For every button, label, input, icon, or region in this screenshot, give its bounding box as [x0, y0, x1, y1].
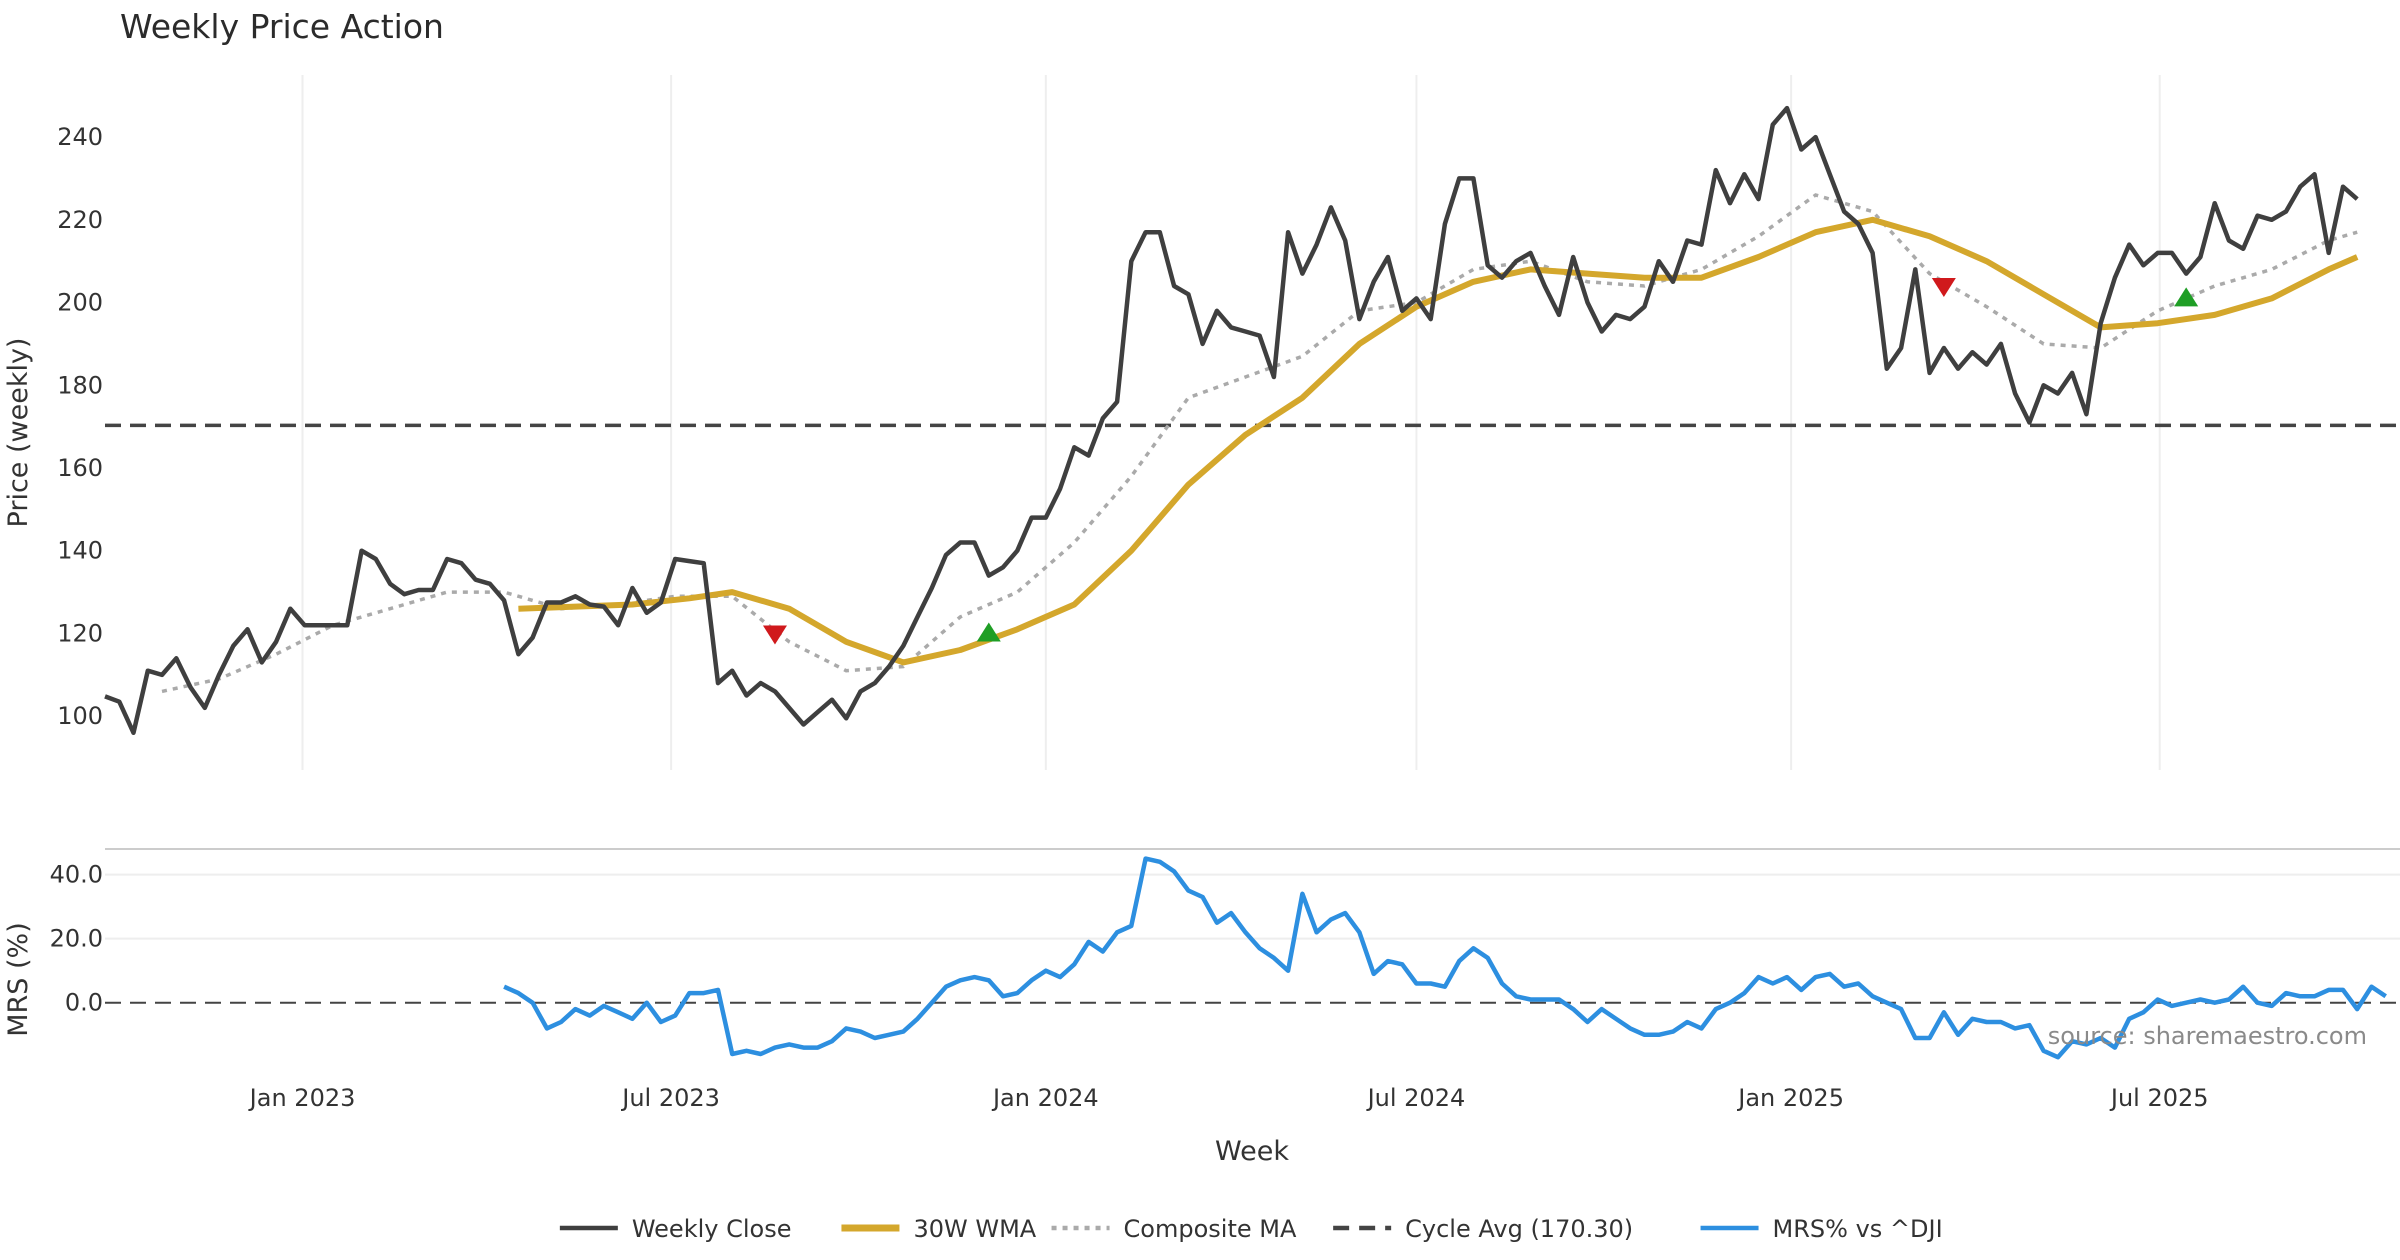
mrs-y-tick-label: 40.0 — [50, 861, 103, 889]
sell-signal-marker — [762, 625, 787, 645]
legend-label: 30W WMA — [913, 1215, 1036, 1243]
source-label: source: sharemaestro.com — [2048, 1022, 2367, 1050]
buy-signal-marker — [2174, 287, 2199, 307]
price-y-ticks: 100 120 140 160 180 200 220 240 — [57, 123, 103, 730]
legend-label: Weekly Close — [632, 1215, 792, 1243]
mrs-y-tick-label: 20.0 — [50, 925, 103, 953]
price-y-tick-label: 100 — [57, 702, 103, 730]
legend-item: Cycle Avg (170.30) — [1333, 1215, 1633, 1243]
x-tick-label: Jan 2023 — [248, 1084, 356, 1112]
weekly-close-line — [104, 105, 2359, 736]
legend-label: Cycle Avg (170.30) — [1405, 1215, 1633, 1243]
legend-label: MRS% vs ^DJI — [1773, 1215, 1943, 1243]
price-y-tick-label: 220 — [57, 206, 103, 234]
mrs-y-axis-title: MRS (%) — [3, 922, 34, 1037]
buy-signal-marker — [976, 622, 1001, 642]
mrs-gridlines — [105, 873, 2400, 940]
x-tick-label: Jul 2025 — [2109, 1084, 2209, 1112]
signal-markers — [762, 277, 2199, 645]
price-y-tick-label: 240 — [57, 123, 103, 151]
x-axis-title: Week — [1215, 1136, 1289, 1167]
legend-item: 30W WMA — [841, 1215, 1037, 1243]
price-y-tick-label: 160 — [57, 454, 103, 482]
mrs-y-ticks: 0.0 20.0 40.0 — [50, 861, 103, 1017]
sell-signal-marker — [1931, 277, 1956, 297]
mrs-panel: 0.020.040.0 MRS (%) Jan 2023 Jul 2023 Jan … — [3, 848, 2400, 1112]
x-tick-label: Jan 2024 — [991, 1084, 1099, 1112]
legend-item: Weekly Close — [559, 1215, 792, 1243]
legend-item: MRS% vs ^DJI — [1700, 1215, 1943, 1243]
x-tick-label: Jul 2024 — [1366, 1084, 1466, 1112]
wma-30w-line — [518, 216, 2359, 666]
price-y-axis-title: Price (weekly) — [3, 338, 34, 528]
price-y-tick-label: 120 — [57, 619, 103, 647]
chart-title: Weekly Price Action — [120, 7, 444, 46]
mrs-y-tick-label: 0.0 — [65, 989, 103, 1017]
legend-label: Composite MA — [1124, 1215, 1297, 1243]
x-tick-label: Jul 2023 — [620, 1084, 720, 1112]
price-y-tick-label: 140 — [57, 537, 103, 565]
legend: Weekly Close 30W WMA Composite MA Cycle Avg… — [559, 1215, 1943, 1243]
legend-item: Composite MA — [1051, 1215, 1297, 1243]
price-y-tick-label: 200 — [57, 289, 103, 317]
mrs-line — [503, 856, 2387, 1060]
x-tick-label: Jan 2025 — [1736, 1084, 1844, 1112]
price-panel: 100 120 140 160 180 200 220 240 Price (weekly) — [3, 75, 2400, 770]
x-axis-ticks: Jan 2023 Jul 2023 Jan 2024 Jul 2024 Jan 2025… — [248, 1084, 2209, 1112]
price-gridlines — [301, 75, 2161, 770]
price-y-tick-label: 180 — [57, 371, 103, 399]
composite-ma-line — [161, 193, 2358, 694]
